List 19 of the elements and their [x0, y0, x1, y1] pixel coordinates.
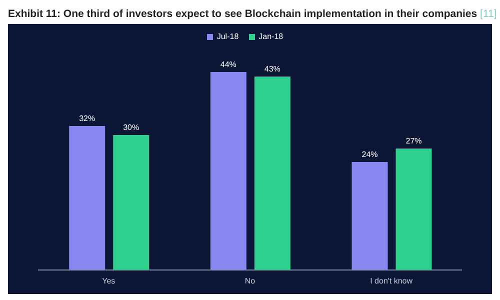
bar: [254, 76, 290, 270]
chart-title: Exhibit 11: One third of investors expect to see Blockchain implementation in their companies: [8, 8, 478, 20]
bar: [113, 135, 150, 270]
text: [11]: [480, 8, 497, 20]
x-tick-label: Yes: [102, 276, 116, 286]
legend-label: Jul-18: [216, 32, 239, 41]
x-tick-label: I don't know: [370, 276, 413, 286]
data-label: 30%: [123, 123, 140, 132]
legend-label: Jan-18: [258, 32, 284, 41]
data-label: 24%: [362, 150, 378, 159]
data-label: 43%: [264, 64, 280, 74]
bar: [210, 72, 246, 270]
bar: [352, 162, 388, 270]
x-tick-label: No: [244, 276, 256, 286]
data-label: 44%: [220, 60, 236, 69]
bar: [396, 148, 432, 270]
bar: [69, 126, 106, 270]
data-label: 27%: [406, 136, 422, 146]
data-label: 32%: [79, 114, 96, 123]
